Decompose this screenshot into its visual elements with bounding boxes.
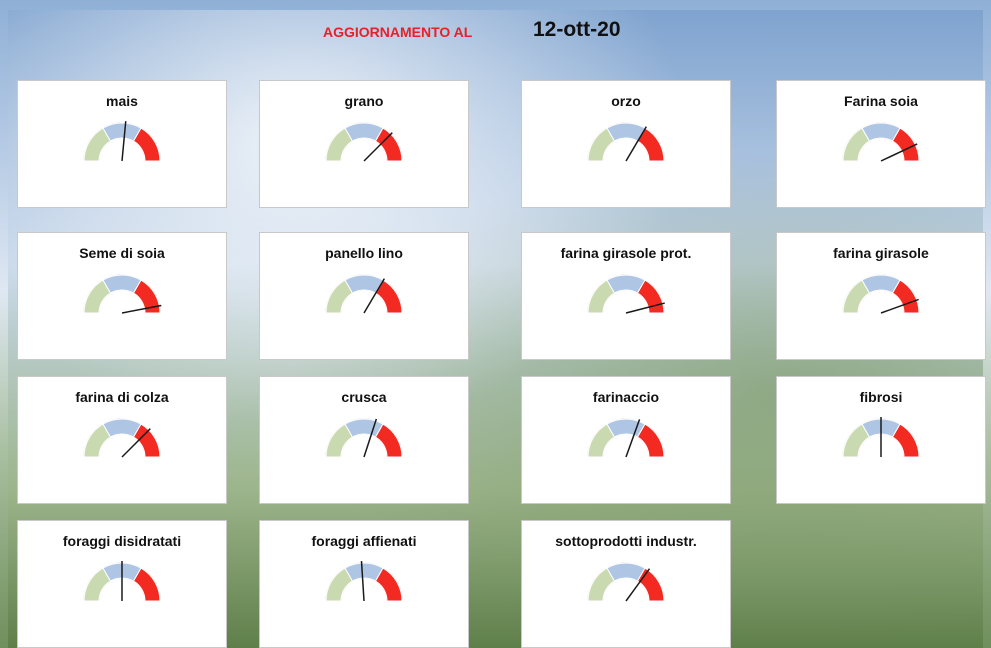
gauge xyxy=(18,81,226,207)
header-label: AGGIORNAMENTO AL xyxy=(323,24,472,40)
gauge-card: grano xyxy=(259,80,469,208)
gauge-card: crusca xyxy=(259,376,469,504)
gauge-card: foraggi affienati xyxy=(259,520,469,648)
gauge-card: farinaccio xyxy=(521,376,731,504)
gauge-card: sottoprodotti industr. xyxy=(521,520,731,648)
gauge xyxy=(777,233,985,359)
page: AGGIORNAMENTO AL 12-ott-20 maisgrano orzo… xyxy=(0,0,991,648)
gauge xyxy=(522,233,730,359)
gauge xyxy=(260,521,468,647)
gauge xyxy=(18,521,226,647)
gauge xyxy=(260,233,468,359)
gauge-card: orzo xyxy=(521,80,731,208)
gauge-card: farina di colza xyxy=(17,376,227,504)
gauge-card: mais xyxy=(17,80,227,208)
gauge xyxy=(18,233,226,359)
gauge-card: Seme di soia xyxy=(17,232,227,360)
gauge xyxy=(777,81,985,207)
gauge xyxy=(522,81,730,207)
gauge xyxy=(18,377,226,503)
gauge-card: fibrosi xyxy=(776,376,986,504)
gauge-card: foraggi disidratati xyxy=(17,520,227,648)
gauge-card: farina girasole prot. xyxy=(521,232,731,360)
header-date: 12-ott-20 xyxy=(533,18,621,42)
gauge xyxy=(260,81,468,207)
gauge-card: panello lino xyxy=(259,232,469,360)
gauge xyxy=(522,521,730,647)
gauge xyxy=(522,377,730,503)
gauge xyxy=(777,377,985,503)
gauge xyxy=(260,377,468,503)
gauge-card: Farina soia xyxy=(776,80,986,208)
gauge-card: farina girasole xyxy=(776,232,986,360)
